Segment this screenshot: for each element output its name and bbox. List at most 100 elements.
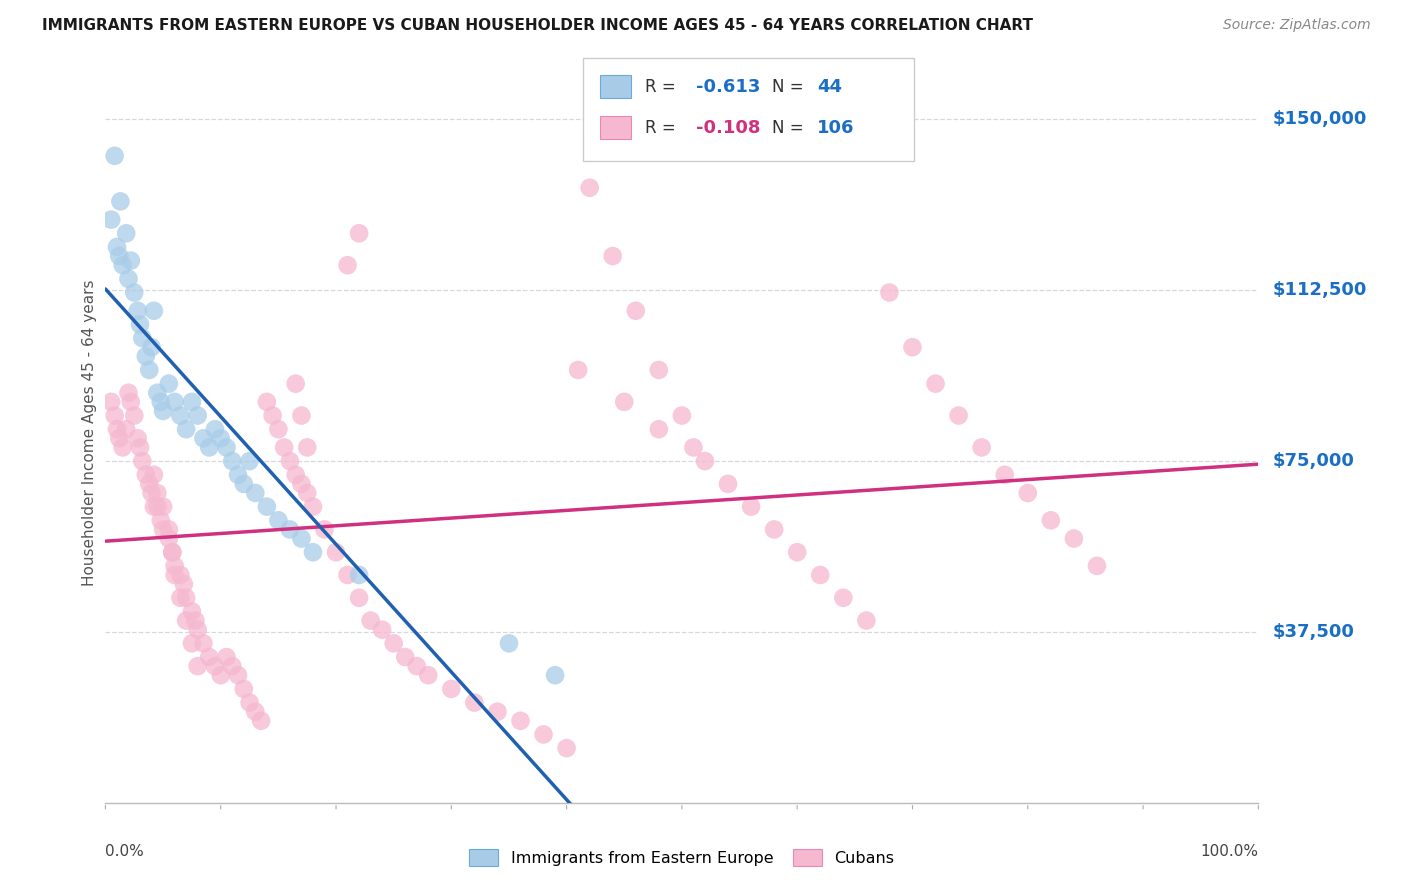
Point (100, 395, 122, 409)
Point (135, 467, 157, 482)
Point (169, 591, 191, 605)
Point (325, 545, 347, 559)
Point (209, 431, 232, 445)
Text: -0.108: -0.108 (696, 119, 761, 136)
Point (138, 476, 160, 491)
Point (1085, 558, 1108, 573)
Point (180, 636, 204, 650)
Point (141, 340, 163, 354)
Point (204, 659, 226, 673)
Point (169, 409, 191, 423)
Point (290, 476, 312, 491)
Point (567, 363, 589, 377)
Point (120, 253, 142, 268)
Point (347, 591, 370, 605)
Point (648, 363, 671, 377)
Point (302, 500, 325, 514)
Point (104, 149, 127, 163)
Point (184, 614, 207, 628)
Point (302, 545, 325, 559)
Point (901, 340, 924, 354)
Text: 100.0%: 100.0% (1201, 844, 1258, 858)
Point (138, 363, 160, 377)
Point (544, 668, 567, 682)
Point (131, 331, 153, 345)
Point (142, 500, 165, 514)
Legend: Immigrants from Eastern Europe, Cubans: Immigrants from Eastern Europe, Cubans (463, 842, 901, 872)
Point (418, 668, 440, 682)
Point (129, 441, 152, 455)
Point (360, 614, 382, 628)
Point (440, 681, 463, 696)
Point (682, 441, 704, 455)
Point (717, 476, 740, 491)
Point (221, 454, 243, 468)
Point (152, 523, 174, 537)
Text: $112,500: $112,500 (1272, 281, 1367, 299)
Y-axis label: Householder Income Ages 45 - 64 years: Householder Income Ages 45 - 64 years (82, 279, 97, 586)
Point (239, 696, 262, 710)
Point (127, 303, 149, 318)
Point (994, 467, 1017, 482)
Text: Source: ZipAtlas.com: Source: ZipAtlas.com (1223, 18, 1371, 32)
Point (924, 376, 946, 391)
Point (110, 194, 132, 209)
Point (124, 285, 146, 300)
Point (198, 441, 221, 455)
Point (498, 636, 520, 650)
Point (157, 532, 180, 546)
Point (613, 395, 636, 409)
Point (555, 741, 578, 756)
Point (174, 614, 197, 628)
Point (1063, 532, 1085, 546)
Point (314, 523, 336, 537)
Point (463, 696, 485, 710)
Point (578, 180, 600, 194)
Text: 106: 106 (817, 119, 855, 136)
Point (273, 441, 295, 455)
Point (509, 714, 531, 728)
Point (108, 431, 131, 445)
Point (832, 591, 855, 605)
Point (209, 668, 232, 682)
Point (786, 545, 808, 559)
Point (162, 545, 184, 559)
Point (879, 285, 901, 300)
Point (347, 227, 370, 241)
Text: -0.613: -0.613 (696, 78, 761, 95)
Text: N =: N = (772, 78, 808, 95)
Point (648, 422, 671, 436)
Point (174, 422, 197, 436)
Point (267, 513, 290, 527)
Text: R =: R = (645, 119, 682, 136)
Point (163, 395, 186, 409)
Point (232, 476, 254, 491)
Point (624, 303, 647, 318)
Point (336, 258, 359, 272)
Point (245, 705, 267, 719)
Point (163, 568, 186, 582)
Point (149, 395, 172, 409)
Point (693, 454, 716, 468)
Point (173, 577, 195, 591)
Point (100, 212, 122, 227)
Point (193, 431, 215, 445)
Point (141, 486, 163, 500)
Point (135, 349, 157, 363)
Point (149, 513, 172, 527)
Point (232, 681, 254, 696)
Point (120, 395, 142, 409)
Point (146, 385, 169, 400)
Point (157, 523, 180, 537)
Text: $150,000: $150,000 (1272, 111, 1367, 128)
Text: IMMIGRANTS FROM EASTERN EUROPE VS CUBAN HOUSEHOLDER INCOME AGES 45 - 64 YEARS CO: IMMIGRANTS FROM EASTERN EUROPE VS CUBAN … (42, 18, 1033, 33)
Point (193, 636, 215, 650)
Point (486, 705, 509, 719)
Point (948, 409, 970, 423)
Point (256, 500, 278, 514)
Point (187, 623, 209, 637)
Point (152, 500, 174, 514)
Point (763, 523, 786, 537)
Point (215, 650, 238, 665)
Point (970, 441, 993, 455)
